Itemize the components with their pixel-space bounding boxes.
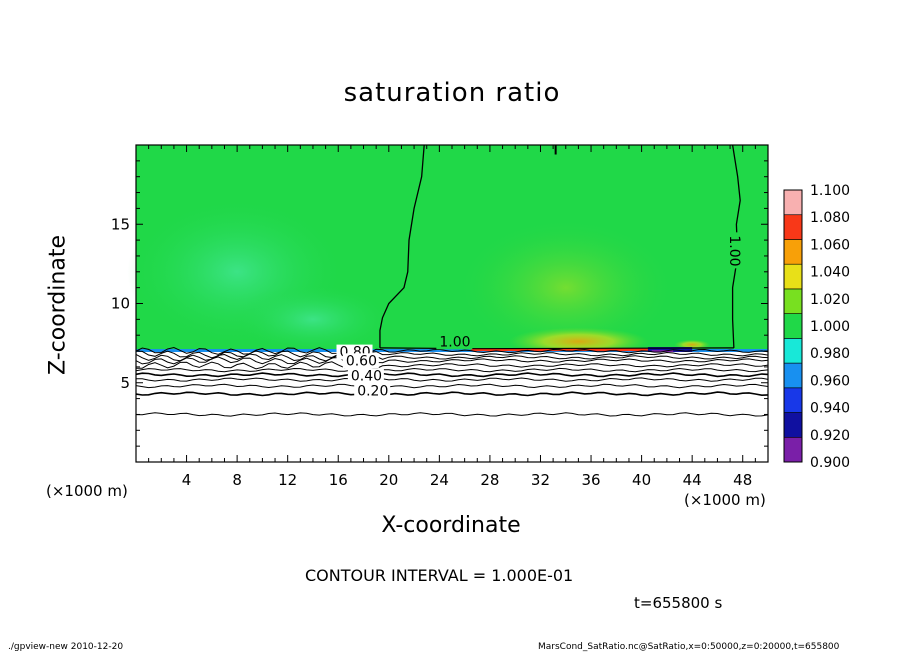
- time-label: t=655800 s: [634, 594, 723, 612]
- contour-labels: 1.001.000.800.600.400.20: [336, 232, 743, 399]
- x-tick-label: 24: [430, 471, 449, 489]
- colorbar-swatch: [783, 338, 803, 364]
- contour-1-00-boundary: [379, 347, 734, 350]
- contour-horizontal: [135, 367, 769, 373]
- colorbar-label: 0.980: [810, 346, 850, 362]
- x-tick-label: 48: [733, 471, 752, 489]
- x-tick-label: 12: [278, 471, 297, 489]
- field-boundary-band: [136, 349, 768, 353]
- colorbar-label: 0.960: [810, 373, 850, 389]
- colorbar-swatch: [783, 412, 803, 438]
- colorbar-swatch: [783, 387, 803, 413]
- y-axis-ticks: 5 10 15: [111, 144, 768, 463]
- x-tick-label: 20: [379, 471, 398, 489]
- contour-1-00-left: [379, 144, 425, 348]
- contour-label: 1.00: [726, 235, 742, 266]
- contour-horizontal: [136, 377, 769, 382]
- contour-horizontal: [135, 383, 769, 389]
- colorbar-swatch: [783, 436, 803, 463]
- x-axis-ticks: 4 8 12 16 20 24 28 32 36 40 44 48: [135, 145, 769, 489]
- colorbar-swatch: [783, 288, 803, 314]
- x-tick-label: 16: [329, 471, 348, 489]
- contour-label-bg: [347, 368, 384, 384]
- contour-horizontal: [135, 356, 769, 365]
- colorbar-label: 0.900: [810, 455, 850, 471]
- contour-label: 0.40: [351, 368, 382, 384]
- x-tick-label: 36: [581, 471, 600, 489]
- x-tick-label: 44: [683, 471, 702, 489]
- contour-horizontal: [135, 346, 769, 356]
- contour-label-bg: [354, 383, 391, 399]
- field-dark-patch: [647, 347, 693, 353]
- x-tick-label: 40: [632, 471, 651, 489]
- colorbar-label: 1.080: [810, 210, 850, 226]
- contour-horizontal: [136, 361, 769, 370]
- y-tick-label: 15: [111, 215, 130, 233]
- colorbar-swatch: [783, 214, 803, 240]
- contour-horizontal: [135, 372, 769, 378]
- contour-horizontal: [135, 353, 769, 362]
- field-patch-center-left: [232, 284, 393, 355]
- colorbar-label: 1.040: [810, 265, 850, 281]
- colorbar-label: 1.000: [810, 319, 850, 335]
- x-axis-unit: (×1000 m): [684, 491, 766, 509]
- z-axis-unit: (×1000 m): [46, 482, 128, 500]
- contour-interval-text: CONTOUR INTERVAL = 1.000E-01: [305, 566, 574, 585]
- colorbar-swatch: [783, 239, 803, 265]
- contour-label-bg: [727, 232, 743, 269]
- contour-label-bg: [342, 353, 379, 369]
- colorbar-swatch: [783, 313, 803, 339]
- chart-title: saturation ratio: [343, 78, 561, 108]
- colorbar-label: 1.060: [810, 237, 850, 253]
- x-tick-label: 32: [531, 471, 550, 489]
- contour-label: 1.00: [439, 334, 470, 350]
- contour-horizontal: [135, 391, 769, 397]
- contour-label: 0.60: [346, 353, 377, 369]
- footer-program: ./gpview-new 2010-12-20: [8, 642, 124, 652]
- field-patch-right: [455, 217, 676, 358]
- x-axis-label-text: X-coordinate: [381, 513, 521, 538]
- contour-horizontal: [135, 412, 769, 417]
- colorbar-label: 0.940: [810, 401, 850, 417]
- contour-label: 0.20: [357, 383, 388, 399]
- x-tick-label: 4: [182, 471, 192, 489]
- colorbar-swatch: [783, 362, 803, 389]
- x-axis-label: X-coordinate: [0, 513, 904, 538]
- x-tick-label: 28: [480, 471, 499, 489]
- y-axis-label: Z-coordinate: [45, 235, 71, 375]
- colorbar-label: 1.020: [810, 292, 850, 308]
- contour-label-bg: [436, 334, 473, 350]
- colorbar: 0.900 0.920 0.940 0.960 0.980 1.000 1.020 1.040…: [783, 183, 850, 471]
- footer-source: MarsCond_SatRatio.nc@SatRatio,x=0:50000,…: [538, 642, 840, 652]
- colorbar-label: 0.920: [810, 428, 850, 444]
- y-tick-label: 10: [111, 295, 130, 313]
- colorbar-swatch: [783, 263, 803, 290]
- colorbar-label: 1.100: [810, 183, 850, 199]
- y-tick-label: 5: [120, 374, 130, 392]
- x-tick-label: 8: [232, 471, 242, 489]
- contour-horizontal: [135, 350, 769, 359]
- contour-lines: [135, 144, 769, 417]
- colorbar-border: [783, 189, 803, 463]
- field-lower: [136, 352, 768, 462]
- colorbar-swatch: [783, 189, 803, 216]
